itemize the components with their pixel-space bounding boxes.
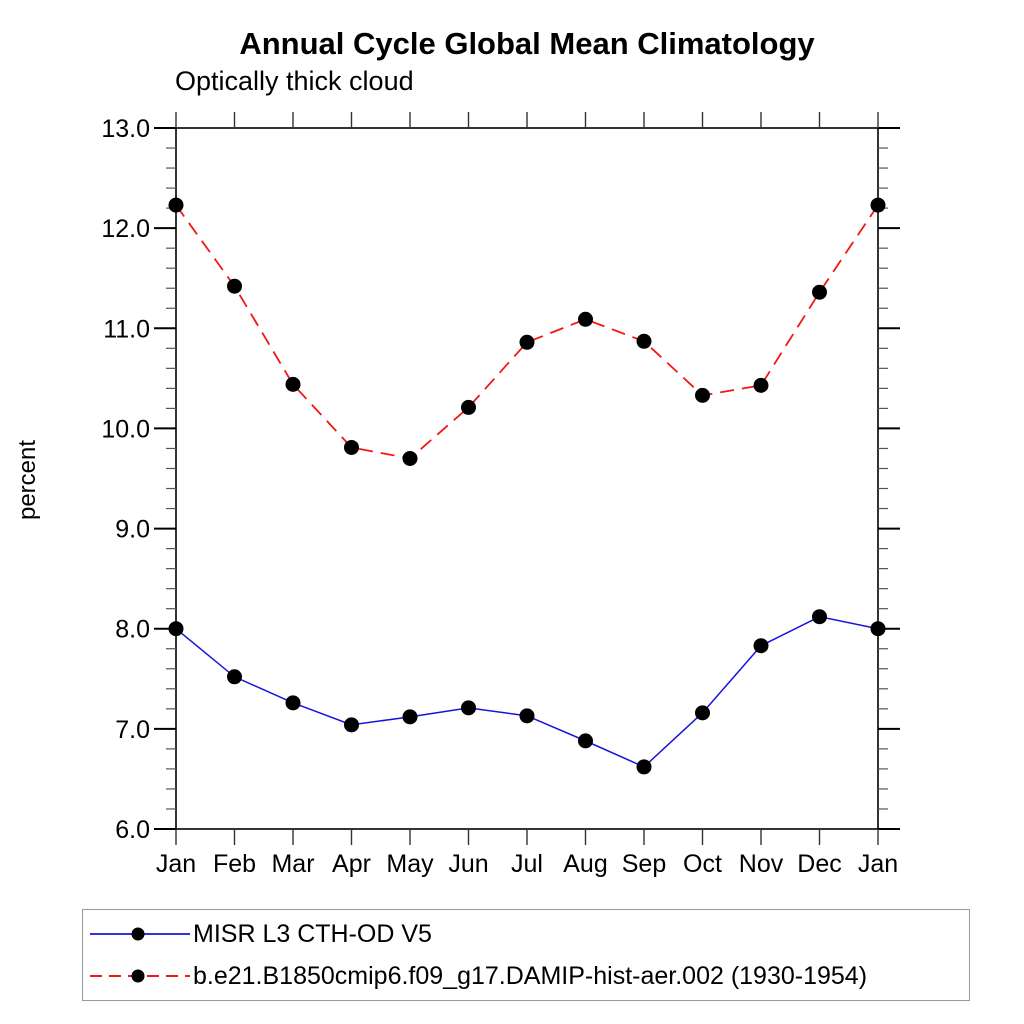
x-tick-label: May: [386, 850, 434, 878]
data-point: [461, 700, 476, 716]
y-minor-ticks: [166, 147, 888, 810]
data-point: [168, 197, 184, 213]
data-point: [519, 708, 535, 724]
data-point: [636, 759, 652, 775]
data-point: [344, 439, 359, 455]
series-markers-0: [168, 609, 886, 775]
data-point: [753, 638, 769, 654]
data-point: [870, 197, 886, 213]
data-point: [402, 709, 418, 725]
x-tick-label: Oct: [683, 850, 722, 878]
legend-item-misr: MISR L3 CTH-OD V5: [88, 913, 969, 955]
data-point: [695, 705, 710, 721]
data-point: [227, 278, 242, 294]
y-tick-label: 13.0: [101, 115, 150, 143]
plot-area: 6.0 7.0 8.0 9.0 10.0 11.0 12.0 13.0 Jan Feb Mar Apr…: [101, 112, 900, 878]
legend-label-misr: MISR L3 CTH-OD V5: [193, 919, 432, 948]
x-tick-label: Mar: [271, 850, 314, 878]
y-major-ticks: 6.0 7.0 8.0 9.0 10.0 11.0 12.0 13.0: [101, 115, 900, 844]
data-point: [402, 450, 418, 466]
data-point: [870, 621, 886, 637]
y-tick-label: 9.0: [115, 516, 150, 544]
data-point: [578, 311, 593, 327]
y-tick-label: 11.0: [103, 315, 150, 343]
x-tick-label: Jan: [858, 850, 898, 878]
x-tick-label: Nov: [739, 850, 784, 878]
data-point: [812, 284, 827, 300]
series-markers-1: [168, 197, 886, 466]
x-tick-label: Jul: [511, 850, 543, 878]
legend-line-sample-solid: [90, 927, 190, 941]
y-tick-label: 10.0: [101, 415, 150, 443]
chart-subtitle: Optically thick cloud: [175, 66, 414, 96]
series-line-1: [175, 204, 879, 460]
data-point: [519, 334, 535, 350]
x-tick-label: Dec: [797, 850, 841, 878]
series-line-0: [175, 615, 879, 768]
data-point: [636, 333, 652, 349]
y-tick-label: 12.0: [101, 215, 150, 243]
x-tick-label: Jan: [156, 850, 196, 878]
x-tick-label: Feb: [213, 850, 256, 878]
y-tick-label: 6.0: [115, 816, 150, 844]
chart-title: Annual Cycle Global Mean Climatology: [239, 26, 815, 61]
plot-frame: [175, 127, 879, 830]
y-tick-label: 8.0: [115, 616, 150, 644]
x-tick-label: Jun: [448, 850, 488, 878]
legend: MISR L3 CTH-OD V5 b.e21.B1850cmip6.f09_g…: [82, 909, 970, 1001]
legend-item-model: b.e21.B1850cmip6.f09_g17.DAMIP-hist-aer.…: [88, 955, 969, 997]
legend-label-model: b.e21.B1850cmip6.f09_g17.DAMIP-hist-aer.…: [193, 961, 868, 990]
data-point: [285, 376, 301, 392]
data-point: [285, 695, 301, 711]
data-point: [168, 621, 184, 637]
x-tick-label: Aug: [563, 850, 607, 878]
x-tick-label: Sep: [622, 850, 666, 878]
data-point: [461, 399, 476, 415]
legend-line-sample-dashed: [90, 969, 190, 983]
data-point: [578, 733, 593, 749]
y-tick-label: 7.0: [115, 716, 150, 744]
x-ticks-and-labels: Jan Feb Mar Apr May Jun Jul Aug Sep Oct Nov Dec Jan: [156, 112, 898, 878]
data-point: [227, 669, 242, 685]
data-point: [753, 377, 769, 393]
data-point: [695, 387, 710, 403]
data-point: [812, 609, 827, 625]
x-tick-label: Apr: [332, 850, 371, 878]
data-point: [344, 717, 359, 733]
